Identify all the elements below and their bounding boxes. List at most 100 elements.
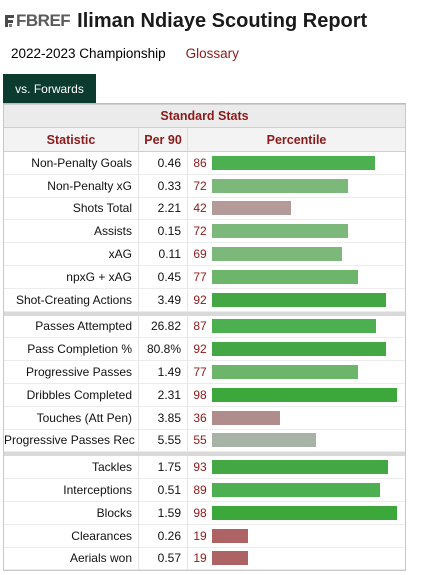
percentile-bar-track	[212, 247, 401, 262]
percentile-bar-track	[212, 483, 401, 498]
percentile-bar-track	[212, 551, 401, 566]
percentile-bar	[212, 201, 292, 216]
page-title: Iliman Ndiaye Scouting Report	[77, 9, 368, 32]
stat-name: Assists	[93, 224, 132, 239]
percentile-bar	[212, 551, 248, 566]
percentile-value: 36	[193, 410, 207, 425]
percentile-value: 42	[193, 201, 207, 216]
column-header-per90[interactable]: Per 90	[138, 128, 187, 151]
stat-name: xAG	[108, 247, 132, 262]
per90-value: 0.57	[138, 547, 187, 570]
percentile-cell: 77	[187, 361, 405, 383]
percentile-value: 69	[193, 247, 207, 262]
percentile-value: 72	[193, 224, 207, 239]
percentile-bar	[212, 483, 381, 498]
table-body: Non-Penalty Goals 0.46 86 Non-Penalty xG 0.3…	[4, 152, 405, 571]
table-row: npxG + xAG 0.45 77	[4, 265, 405, 289]
percentile-cell: 42	[187, 197, 405, 220]
percentile-bar-track	[212, 387, 401, 402]
table-row: Passes Attempted 26.82 87	[4, 315, 405, 339]
percentile-bar-track	[212, 224, 401, 239]
per90-value: 0.11	[138, 243, 187, 265]
fbref-logo-text: FBREF	[16, 11, 71, 30]
season-label: 2022-2023 Championship	[11, 45, 166, 61]
per90-value: 0.33	[138, 174, 187, 197]
percentile-bar	[212, 528, 248, 543]
table-row: Clearances 0.26 19	[4, 524, 405, 548]
table-row: Dribbles Completed 2.31 98	[4, 383, 405, 407]
per90-value: 80.8%	[138, 338, 187, 361]
percentile-bar-track	[212, 460, 401, 475]
stat-name: Non-Penalty xG	[47, 178, 132, 193]
table-row: Aerials won 0.57 19	[4, 547, 405, 571]
percentile-cell: 92	[187, 338, 405, 361]
percentile-cell: 19	[187, 547, 405, 570]
percentile-value: 86	[193, 155, 207, 170]
table-row: Non-Penalty xG 0.33 72	[4, 174, 405, 198]
percentile-cell: 92	[187, 288, 405, 311]
percentile-bar	[212, 178, 349, 193]
percentile-cell: 72	[187, 220, 405, 243]
column-header-percentile[interactable]: Percentile	[187, 128, 405, 151]
percentile-bar-track	[212, 365, 401, 380]
stat-name: Blocks	[96, 505, 132, 520]
percentile-cell: 72	[187, 174, 405, 197]
per90-value: 2.31	[138, 383, 187, 406]
table-row: Tackles 1.75 93	[4, 456, 405, 480]
percentile-cell: 89	[187, 479, 405, 501]
stat-name: Aerials won	[69, 551, 132, 566]
percentile-bar	[212, 319, 377, 334]
percentile-bar	[212, 410, 281, 425]
percentile-bar	[212, 505, 398, 520]
percentile-bar-track	[212, 433, 401, 448]
stat-name: Progressive Passes	[25, 365, 132, 380]
percentile-bar	[212, 224, 349, 239]
percentile-value: 98	[193, 505, 207, 520]
fbref-logo[interactable]: FBREF	[3, 11, 71, 31]
percentile-value: 89	[193, 483, 207, 498]
percentile-cell: 98	[187, 383, 405, 406]
per90-value: 0.45	[138, 265, 187, 288]
percentile-bar	[212, 433, 316, 448]
percentile-value: 92	[193, 342, 207, 357]
percentile-value: 92	[193, 292, 207, 307]
percentile-bar	[212, 460, 388, 475]
percentile-value: 98	[193, 387, 207, 402]
percentile-cell: 86	[187, 152, 405, 174]
stat-name: Touches (Att Pen)	[36, 410, 132, 425]
table-row: Shots Total 2.21 42	[4, 197, 405, 221]
stat-name: Clearances	[71, 528, 132, 543]
per90-value: 1.49	[138, 361, 187, 383]
percentile-bar-track	[212, 292, 401, 307]
percentile-cell: 36	[187, 406, 405, 429]
percentile-cell: 19	[187, 524, 405, 547]
glossary-link[interactable]: Glossary	[185, 45, 239, 61]
per90-value: 0.46	[138, 152, 187, 174]
table-row: Interceptions 0.51 89	[4, 479, 405, 502]
table-row: Non-Penalty Goals 0.46 86	[4, 152, 405, 175]
table-row: Progressive Passes Rec 5.55 55	[4, 429, 405, 453]
per90-value: 5.55	[138, 429, 187, 452]
percentile-cell: 87	[187, 315, 405, 338]
tab-divider	[3, 103, 406, 104]
per90-value: 0.15	[138, 220, 187, 243]
percentile-bar	[212, 155, 375, 170]
group-separator	[4, 311, 405, 316]
percentile-value: 55	[193, 433, 207, 448]
percentile-bar-track	[212, 505, 401, 520]
column-header-statistic[interactable]: Statistic	[46, 132, 96, 147]
tab-vs-forwards[interactable]: vs. Forwards	[3, 74, 96, 104]
scouting-table: Standard Stats Statistic Per 90 Percenti…	[3, 104, 406, 572]
stat-name: Shot-Creating Actions	[15, 292, 132, 307]
page-header: FBREF Iliman Ndiaye Scouting Report	[3, 8, 367, 34]
per90-value: 0.51	[138, 479, 187, 501]
percentile-cell: 98	[187, 501, 405, 524]
subheader: 2022-2023 Championship Glossary	[11, 44, 239, 62]
table-row: Pass Completion % 80.8% 92	[4, 338, 405, 362]
stat-name: Pass Completion %	[27, 342, 132, 357]
table-row: xAG 0.11 69	[4, 243, 405, 266]
percentile-bar	[212, 269, 358, 284]
percentile-bar	[212, 292, 386, 307]
percentile-value: 19	[193, 551, 207, 566]
stat-name: Passes Attempted	[35, 319, 132, 334]
